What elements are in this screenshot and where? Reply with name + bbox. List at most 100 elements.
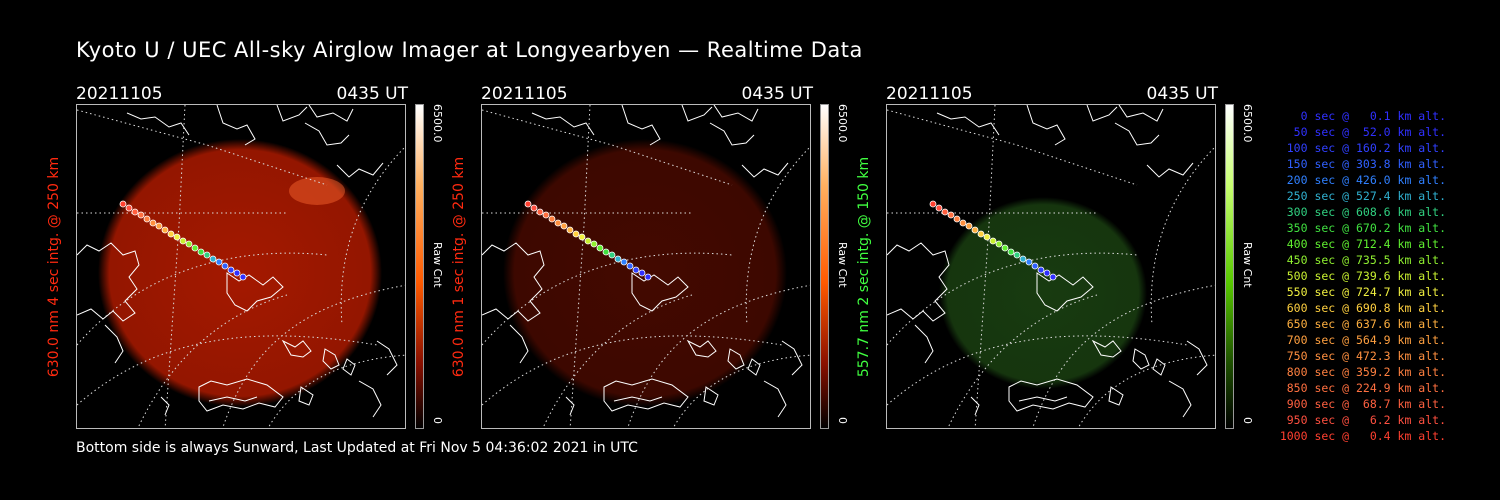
scale-min-text: 0 (431, 417, 444, 424)
trajectory-point (119, 200, 127, 208)
trajectory-point (542, 211, 550, 219)
trajectory-point (1007, 248, 1015, 256)
scale-unit-text: Raw Cnt (836, 242, 849, 288)
map-overlay (482, 105, 810, 428)
trajectory-point (1013, 251, 1021, 259)
trajectory-point (131, 208, 139, 216)
wavelength-label: 630.0 nm 4 sec intg. @ 250 km (39, 104, 69, 429)
trajectory-point (143, 215, 151, 223)
aurora-patch (289, 177, 345, 205)
scale-min-text: 0 (1241, 417, 1254, 424)
scale-unit-text: Raw Cnt (431, 242, 444, 288)
trajectory-point (554, 219, 562, 227)
legend-entry: 750 sec @ 472.3 km alt. (1286, 349, 1446, 363)
legend-entry: 0 sec @ 0.1 km alt. (1300, 109, 1446, 123)
trajectory-point (197, 248, 205, 256)
trajectory-point (233, 269, 241, 277)
trajectory-point (953, 215, 961, 223)
trajectory-point (239, 273, 247, 281)
trajectory-point (941, 208, 949, 216)
trajectory-point (209, 255, 217, 263)
trajectory-point (524, 200, 532, 208)
legend-entry: 100 sec @ 160.2 km alt. (1286, 141, 1446, 155)
trajectory-point (530, 204, 538, 212)
panel-time: 0435 UT (741, 84, 814, 104)
wavelength-label: 630.0 nm 1 sec intg. @ 250 km (444, 104, 474, 429)
legend-entry: 650 sec @ 637.6 km alt. (1286, 317, 1446, 331)
legend-entry: 250 sec @ 527.4 km alt. (1286, 189, 1446, 203)
panel-date: 20211105 (76, 84, 163, 104)
trajectory (929, 200, 1057, 281)
trajectory-point (560, 222, 568, 230)
trajectory-point (638, 269, 646, 277)
legend-entry: 700 sec @ 564.9 km alt. (1286, 333, 1446, 347)
wavelength-label-text: 557.7 nm 2 sec intg. @ 150 km (856, 156, 872, 377)
trajectory-point (536, 208, 544, 216)
trajectory-point (977, 230, 985, 238)
legend-entry: 1000 sec @ 0.4 km alt. (1279, 429, 1446, 443)
scale-max-text: 6500.0 (1241, 104, 1254, 143)
trajectory-point (191, 244, 199, 252)
trajectory-point (137, 211, 145, 219)
trajectory-point (215, 258, 223, 266)
legend-entry: 350 sec @ 670.2 km alt. (1286, 221, 1446, 235)
scale-min-text: 0 (836, 417, 849, 424)
allsky-map (886, 104, 1216, 429)
trajectory-point (935, 204, 943, 212)
trajectory-point (149, 219, 157, 227)
wavelength-label-text: 630.0 nm 4 sec intg. @ 250 km (46, 156, 62, 377)
trajectory-point (173, 233, 181, 241)
coastline (482, 105, 803, 418)
scale-max-text: 6500.0 (431, 104, 444, 143)
panel-date: 20211105 (481, 84, 568, 104)
trajectory-point (1031, 262, 1039, 270)
trajectory-point (584, 237, 592, 245)
page-title: Kyoto U / UEC All-sky Airglow Imager at … (76, 38, 863, 62)
trajectory-point (614, 255, 622, 263)
trajectory-point (596, 244, 604, 252)
trajectory-point (167, 230, 175, 238)
legend-entry: 850 sec @ 224.9 km alt. (1286, 381, 1446, 395)
legend-entry: 950 sec @ 6.2 km alt. (1286, 413, 1446, 427)
trajectory-point (632, 266, 640, 274)
legend-entry: 900 sec @ 68.7 km alt. (1286, 397, 1446, 411)
airglow-field (939, 197, 1147, 389)
trajectory-point (203, 251, 211, 259)
color-scale-bar (1225, 104, 1234, 429)
trajectory-point (983, 233, 991, 241)
allsky-map (76, 104, 406, 429)
map-overlay (77, 105, 405, 428)
trajectory-point (185, 240, 193, 248)
trajectory-point (548, 215, 556, 223)
trajectory-point (179, 237, 187, 245)
trajectory-point (1025, 258, 1033, 266)
trajectory-point (602, 248, 610, 256)
trajectory-point (227, 266, 235, 274)
legend-entry: 450 sec @ 735.5 km alt. (1286, 253, 1446, 267)
trajectory (524, 200, 652, 281)
trajectory-point (221, 262, 229, 270)
trajectory-point (608, 251, 616, 259)
graticule (887, 105, 1215, 428)
trajectory-point (626, 262, 634, 270)
trajectory-point (1037, 266, 1045, 274)
legend-entry: 500 sec @ 739.6 km alt. (1286, 269, 1446, 283)
trajectory-point (965, 222, 973, 230)
panel-time: 0435 UT (1146, 84, 1219, 104)
imager-panel-2: 20211105 0435 UT 630.0 nm 1 sec intg. @ … (451, 84, 881, 434)
trajectory-point (620, 258, 628, 266)
trajectory-point (578, 233, 586, 241)
imager-panel-3: 20211105 0435 UT 557.7 nm 2 sec intg. @ … (856, 84, 1286, 434)
trajectory-point (572, 230, 580, 238)
trajectory (119, 200, 247, 281)
trajectory-point (1001, 244, 1009, 252)
legend-entry: 150 sec @ 303.8 km alt. (1286, 157, 1446, 171)
trajectory-point (1043, 269, 1051, 277)
allsky-map (481, 104, 811, 429)
footer-note: Bottom side is always Sunward, Last Upda… (76, 440, 638, 456)
trajectory-point (566, 226, 574, 234)
trajectory-point (989, 237, 997, 245)
trajectory-point (155, 222, 163, 230)
legend-entry: 300 sec @ 608.6 km alt. (1286, 205, 1446, 219)
legend-entry: 400 sec @ 712.4 km alt. (1286, 237, 1446, 251)
